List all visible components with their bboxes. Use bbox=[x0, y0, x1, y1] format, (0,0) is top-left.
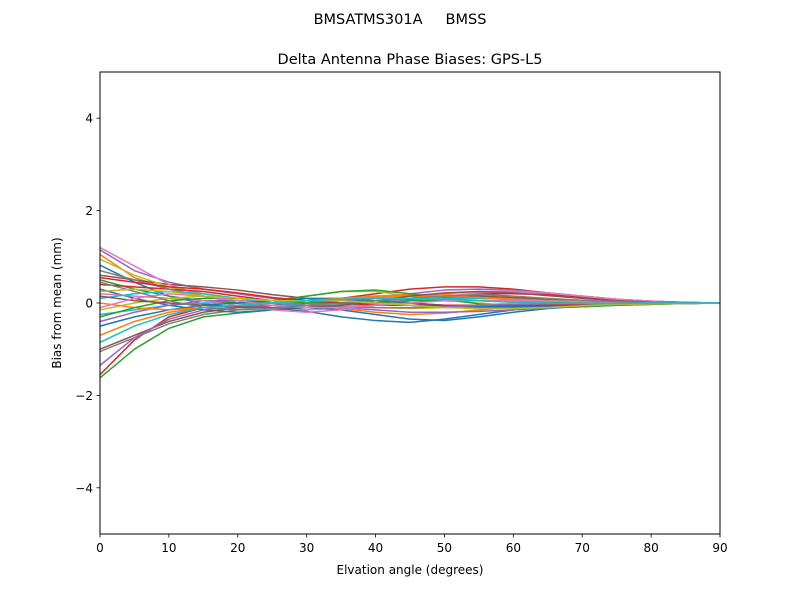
x-axis: 0 10 20 30 40 50 60 70 80 90 bbox=[96, 534, 728, 555]
y-tick-label: 2 bbox=[85, 204, 93, 218]
series-line-26 bbox=[99, 290, 721, 309]
x-tick-label: 90 bbox=[712, 541, 727, 555]
y-tick-label: 4 bbox=[85, 112, 93, 126]
x-tick-label: 0 bbox=[96, 541, 104, 555]
y-tick-label: −2 bbox=[75, 389, 93, 403]
chart-title: Delta Antenna Phase Biases: GPS-L5 bbox=[278, 52, 543, 68]
y-axis-label: Bias from mean (mm) bbox=[50, 237, 64, 368]
series-line-30 bbox=[99, 297, 720, 343]
x-tick-label: 40 bbox=[368, 541, 383, 555]
y-axis: −4 −2 0 2 4 bbox=[75, 112, 100, 495]
x-tick-label: 60 bbox=[506, 541, 521, 555]
x-axis-label: Elvation angle (degrees) bbox=[337, 563, 484, 577]
x-tick-label: 70 bbox=[575, 541, 590, 555]
x-tick-label: 30 bbox=[299, 541, 314, 555]
x-tick-label: 50 bbox=[437, 541, 452, 555]
y-tick-label: −4 bbox=[75, 481, 93, 495]
figure-suptitle: BMSATMS301A BMSS bbox=[314, 12, 487, 28]
x-tick-label: 20 bbox=[230, 541, 245, 555]
series-layer bbox=[99, 246, 721, 379]
x-tick-label: 10 bbox=[161, 541, 176, 555]
y-tick-label: 0 bbox=[85, 297, 93, 311]
series-line-29 bbox=[99, 288, 721, 310]
plot-area bbox=[99, 71, 721, 535]
x-tick-label: 80 bbox=[643, 541, 658, 555]
